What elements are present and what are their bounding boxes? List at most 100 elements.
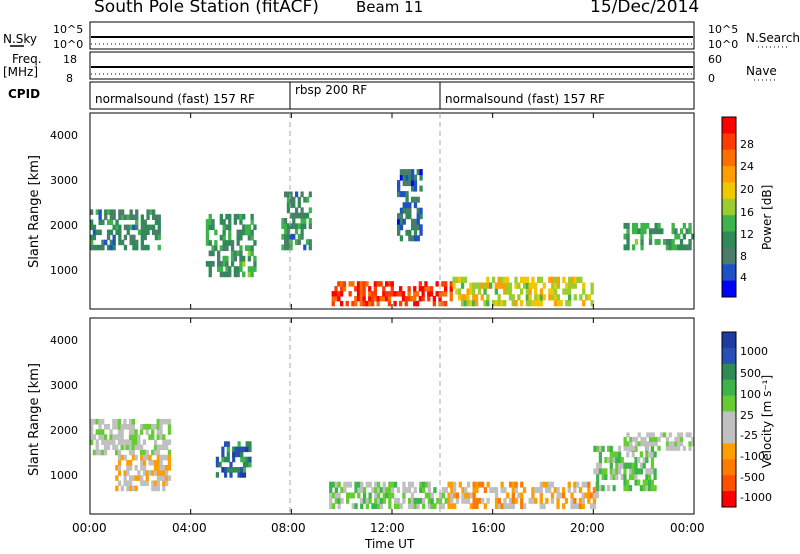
power-cell	[334, 286, 338, 292]
power-cell	[132, 239, 136, 246]
velocity-cell	[438, 497, 443, 504]
power-cbar-tick-8: 8	[740, 250, 747, 263]
power-cell	[135, 244, 139, 251]
velocity-cell	[126, 485, 130, 492]
velocity-cbar-tick-m500: -500	[740, 471, 765, 484]
velocity-cbar-tick-1000: 1000	[740, 345, 768, 358]
velocity-cell	[536, 487, 541, 493]
power-cell	[295, 207, 299, 214]
velocity-cell	[159, 444, 163, 451]
velocity-cell	[567, 487, 571, 493]
power-cell	[362, 296, 366, 302]
velocity-cell	[329, 487, 333, 493]
velocity-cell	[115, 475, 119, 481]
power-cell	[154, 214, 159, 220]
velocity-cell	[410, 492, 415, 499]
velocity-cell	[637, 468, 641, 475]
power-cell	[407, 296, 411, 302]
power-cell	[126, 214, 130, 220]
velocity-cell	[156, 424, 160, 430]
velocity-cell	[237, 467, 241, 473]
power-cell	[534, 282, 538, 289]
power-cell	[413, 296, 417, 302]
velocity-cell	[368, 481, 372, 488]
power-cell	[205, 261, 210, 267]
power-cell	[123, 214, 128, 220]
velocity-cell	[131, 424, 135, 430]
power-cell	[90, 244, 94, 251]
velocity-cell	[226, 441, 230, 447]
power-cell	[337, 291, 341, 297]
power-cell	[399, 174, 404, 181]
power-cell	[418, 296, 422, 302]
velocity-cell	[117, 465, 122, 471]
power-cell	[483, 288, 487, 295]
velocity-cell	[632, 445, 636, 451]
velocity-cell	[494, 503, 499, 510]
velocity-cell	[221, 446, 225, 453]
power-cell	[640, 228, 644, 235]
power-cell	[402, 191, 406, 198]
power-cell	[211, 224, 215, 231]
velocity-cell	[329, 481, 333, 488]
velocity-cell	[651, 441, 655, 447]
power-cell	[228, 224, 232, 231]
power-cell	[556, 294, 560, 301]
velocity-cell	[458, 481, 462, 488]
power-cell	[503, 288, 507, 295]
velocity-cell	[628, 468, 633, 475]
power-cell	[208, 224, 212, 231]
power-cell	[393, 300, 397, 307]
velocity-cell	[242, 472, 247, 478]
power-cell	[222, 245, 226, 251]
power-cell	[225, 224, 229, 231]
power-cell	[382, 296, 386, 302]
nave-label: Nave	[746, 64, 777, 78]
power-cell	[250, 245, 254, 251]
velocity-cell	[596, 445, 600, 452]
power-cell	[415, 291, 420, 297]
velocity-cell	[151, 429, 155, 435]
velocity-cell	[651, 436, 655, 442]
power-cell	[284, 244, 288, 251]
power-cell	[351, 281, 355, 287]
power-cell	[531, 282, 535, 289]
velocity-cell	[98, 429, 102, 435]
power-cell	[286, 223, 290, 230]
velocity-cell	[215, 456, 219, 463]
power-cell	[643, 222, 647, 229]
velocity-cbar-tick-m1000: -1000	[740, 491, 772, 504]
power-cell	[308, 218, 312, 224]
velocity-cell	[167, 465, 172, 471]
power-cell	[565, 300, 569, 307]
power-cell	[208, 266, 212, 272]
power-cell	[219, 261, 223, 267]
power-cell	[228, 240, 232, 246]
velocity-cell	[120, 434, 124, 440]
velocity-cell	[639, 451, 643, 458]
velocity-cell	[514, 497, 518, 504]
velocity-cell	[165, 480, 169, 486]
power-cell	[239, 229, 243, 236]
power-cell	[236, 229, 240, 236]
velocity-cell	[447, 497, 451, 504]
power-cell	[685, 228, 689, 235]
velocity-cell	[618, 462, 622, 469]
velocity-cell	[128, 429, 133, 435]
velocity-cell	[377, 487, 381, 493]
velocity-cell	[142, 439, 147, 445]
power-cell	[382, 286, 386, 292]
power-cell	[674, 233, 678, 240]
power-cell	[387, 296, 392, 302]
velocity-cell	[528, 497, 532, 504]
power-cell	[157, 219, 161, 225]
power-cell	[418, 286, 422, 292]
power-cell	[411, 196, 415, 203]
velocity-cell	[165, 454, 169, 461]
power-cell	[570, 276, 575, 283]
power-cell	[405, 191, 409, 198]
power-cell	[511, 300, 515, 307]
power-cell	[239, 250, 243, 257]
power-cell	[404, 300, 408, 307]
power-cell	[208, 271, 212, 278]
